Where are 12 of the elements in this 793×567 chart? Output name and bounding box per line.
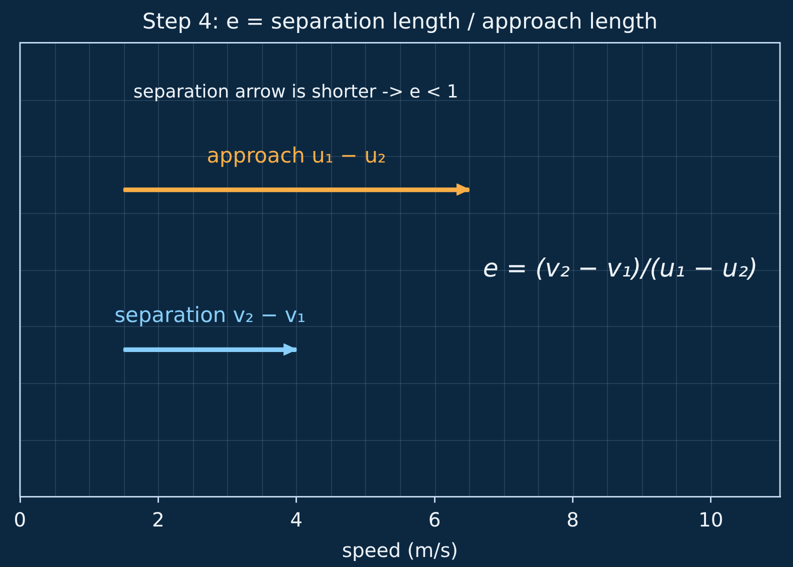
x-tick-label: 6 (428, 508, 441, 532)
y-tick-label: separation v₂ − v₁ (114, 303, 306, 328)
x-tick-label: 8 (566, 508, 579, 532)
x-tick-label: 4 (290, 508, 303, 532)
x-tick-label: 10 (698, 508, 724, 532)
annotation: e = (v₂ − v₁)/(u₁ − u₂) (483, 253, 758, 282)
x-axis-title: speed (m/s) (342, 538, 458, 562)
chart-title: Step 4: e = separation length / approach length (142, 9, 658, 34)
annotation: separation arrow is shorter -> e < 1 (133, 81, 458, 102)
x-tick-label: 2 (152, 508, 164, 532)
x-tick-label: 0 (14, 508, 26, 532)
y-tick-label: approach u₁ − u₂ (206, 143, 386, 168)
